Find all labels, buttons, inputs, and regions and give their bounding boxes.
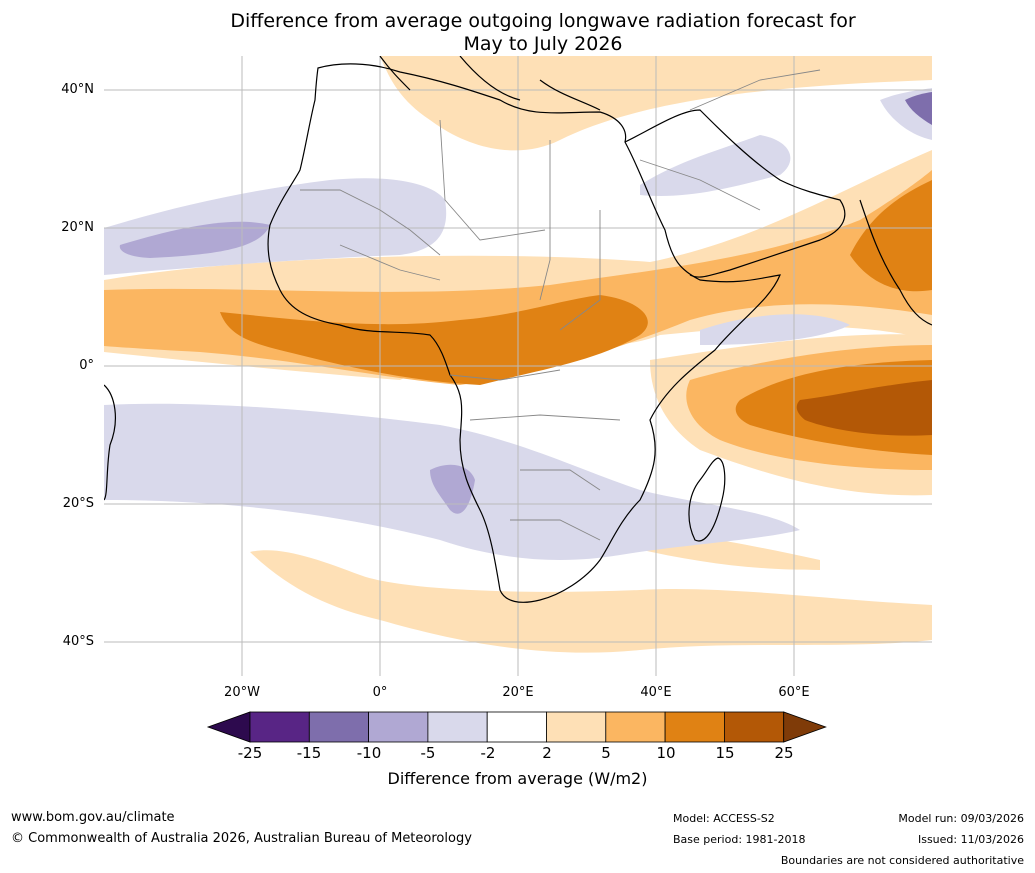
footer-url[interactable]: www.bom.gov.au/climate xyxy=(11,810,175,825)
colorbar-tick: 5 xyxy=(601,744,611,762)
footer-copyright: © Commonwealth of Australia 2026, Austra… xyxy=(11,831,472,846)
footer-base-period: Base period: 1981-2018 xyxy=(673,833,806,846)
madagascar xyxy=(688,457,726,542)
anomaly-purple-atlantic-north xyxy=(119,221,270,258)
lat-label-0: 0° xyxy=(79,358,94,373)
lat-label-20s: 20°S xyxy=(62,496,94,511)
colorbar-arrow-high xyxy=(783,711,827,743)
graticule xyxy=(104,56,932,676)
colorbar-label: Difference from average (W/m2) xyxy=(387,769,648,788)
footer-model-run: Model run: 09/03/2026 xyxy=(898,812,1024,825)
colorbar-tick: 10 xyxy=(656,744,676,762)
anomaly-dark-orange-arabia xyxy=(850,180,932,292)
colorbar-box xyxy=(368,711,429,743)
colorbar-box xyxy=(724,711,785,743)
lon-label-0: 0° xyxy=(372,685,388,700)
lon-label-40e: 40°E xyxy=(640,685,672,700)
colorbar-tick: -5 xyxy=(420,744,436,762)
south-america-coastline xyxy=(104,384,116,501)
lat-label-20n: 20°N xyxy=(61,220,94,235)
colorbar-box xyxy=(308,711,369,743)
country-borders xyxy=(300,69,821,541)
colorbar-box xyxy=(664,711,725,743)
lat-label-40n: 40°N xyxy=(61,82,94,97)
india-coastline xyxy=(859,199,932,326)
footer-issued: Issued: 11/03/2026 xyxy=(917,833,1024,846)
colorbar-tick: 25 xyxy=(774,744,794,762)
colorbar-tick: -2 xyxy=(480,744,496,762)
anomaly-purple-namibia xyxy=(430,464,475,514)
footer-model: Model: ACCESS-S2 xyxy=(673,812,775,825)
anomaly-lavender-indian xyxy=(700,314,850,345)
colorbar-tick: -25 xyxy=(237,744,263,762)
colorbar-box xyxy=(486,711,547,743)
lon-label-20w: 20°W xyxy=(224,685,260,700)
lon-label-60e: 60°E xyxy=(778,685,810,700)
anomaly-brown-indian xyxy=(796,380,932,436)
anomaly-purple-ne xyxy=(905,92,932,125)
colorbar-tick: 2 xyxy=(542,744,552,762)
chart-title: Difference from average outgoing longwav… xyxy=(0,10,1035,56)
colorbar-box xyxy=(427,711,488,743)
colorbar-arrow-low xyxy=(206,711,251,743)
colorbar-tick: 15 xyxy=(715,744,735,762)
anomaly-light-orange-south-1 xyxy=(250,550,932,653)
footer-disclaimer: Boundaries are not considered authoritat… xyxy=(780,854,1024,867)
lon-label-20e: 20°E xyxy=(502,685,534,700)
colorbar-box xyxy=(605,711,666,743)
anomaly-lavender-arabia xyxy=(640,135,791,196)
title-line-1: Difference from average outgoing longwav… xyxy=(230,10,856,32)
colorbar-tick: -15 xyxy=(296,744,322,762)
colorbar-box xyxy=(546,711,607,743)
colorbar xyxy=(206,711,827,743)
arabia-coastline xyxy=(624,109,846,278)
lat-label-40s: 40°S xyxy=(62,634,94,649)
title-line-2: May to July 2026 xyxy=(463,33,623,55)
europe-coastline xyxy=(379,56,601,111)
africa-coastline xyxy=(267,63,781,603)
colorbar-box xyxy=(249,711,310,743)
colorbar-tick: -10 xyxy=(356,744,382,762)
